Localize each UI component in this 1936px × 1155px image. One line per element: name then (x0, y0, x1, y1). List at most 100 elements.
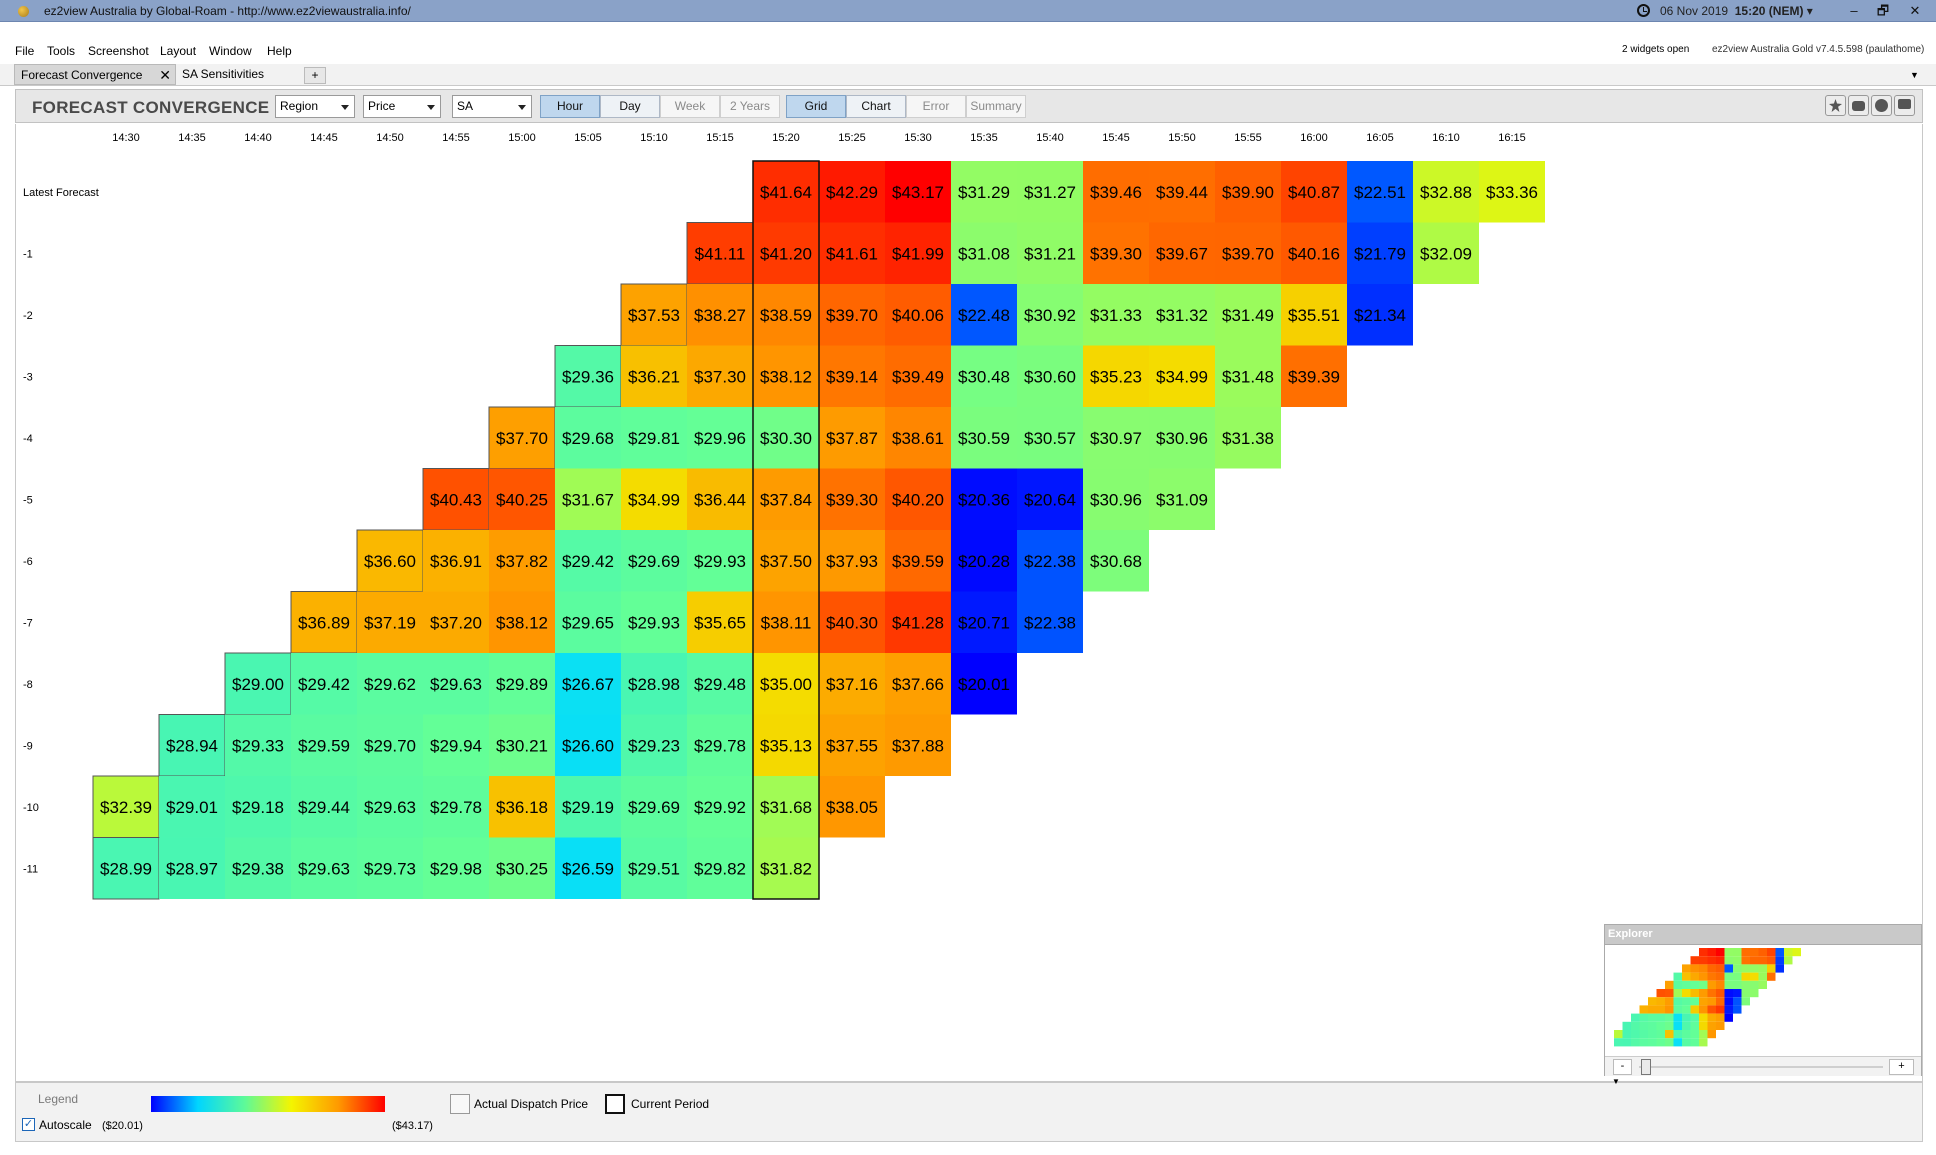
week-button[interactable]: Week (660, 95, 720, 118)
grid-cell[interactable] (489, 714, 555, 777)
grid-cell[interactable] (753, 714, 819, 777)
grid-cell[interactable] (621, 345, 687, 408)
grid-cell[interactable] (885, 591, 951, 654)
grid-button[interactable]: Grid (786, 95, 846, 118)
grid-cell[interactable] (1149, 468, 1215, 531)
grid-cell[interactable] (1083, 222, 1149, 285)
grid-cell[interactable] (951, 161, 1017, 223)
menu-screenshot[interactable]: Screenshot (88, 44, 149, 58)
minimize-button[interactable]: – (1850, 3, 1858, 18)
grid-cell[interactable] (1281, 284, 1347, 346)
grid-cell[interactable] (819, 530, 885, 592)
grid-cell[interactable] (489, 591, 555, 654)
grid-cell[interactable] (951, 222, 1017, 285)
grid-cell[interactable] (687, 776, 753, 838)
grid-cell[interactable] (555, 530, 621, 592)
grid-cell[interactable] (885, 161, 951, 223)
hour-button[interactable]: Hour (540, 95, 600, 118)
grid-cell[interactable] (423, 653, 489, 715)
close-button[interactable]: ✕ (1909, 3, 1921, 18)
grid-cell[interactable] (357, 653, 423, 715)
grid-cell[interactable] (819, 407, 885, 469)
grid-cell[interactable] (92, 837, 160, 900)
grid-cell[interactable] (686, 222, 754, 285)
grid-cell[interactable] (1149, 407, 1215, 469)
grid-cell[interactable] (555, 591, 621, 654)
grid-cell[interactable] (1083, 468, 1149, 531)
grid-cell[interactable] (1083, 345, 1149, 408)
grid-cell[interactable] (423, 530, 489, 592)
grid-cell[interactable] (489, 837, 555, 900)
grid-cell[interactable] (621, 653, 687, 715)
grid-cell[interactable] (621, 530, 687, 592)
grid-cell[interactable] (753, 222, 819, 285)
grid-cell[interactable] (1017, 530, 1083, 592)
grid-cell[interactable] (1479, 161, 1545, 223)
grid-cell[interactable] (159, 776, 225, 838)
grid-cell[interactable] (423, 776, 489, 838)
grid-cell[interactable] (753, 530, 819, 592)
grid-cell[interactable] (1083, 161, 1149, 223)
market-time[interactable]: 06 Nov 2019 15:20 (NEM) ▾ (1660, 4, 1813, 18)
grid-cell[interactable] (555, 468, 621, 531)
grid-cell[interactable] (1215, 161, 1281, 223)
grid-cell[interactable] (753, 653, 819, 715)
grid-cell[interactable] (1215, 407, 1281, 469)
grid-cell[interactable] (1017, 591, 1083, 654)
grid-cell[interactable] (225, 714, 291, 777)
add-tab-button[interactable]: + (304, 67, 326, 84)
grid-cell[interactable] (1149, 161, 1215, 223)
grid-cell[interactable] (621, 776, 687, 838)
grid-cell[interactable] (489, 653, 555, 715)
grid-cell[interactable] (1083, 407, 1149, 469)
grid-cell[interactable] (489, 776, 555, 838)
grid-cell[interactable] (951, 284, 1017, 346)
grid-cell[interactable] (1017, 161, 1083, 223)
grid-cell[interactable] (885, 468, 951, 531)
grid-cell[interactable] (1149, 284, 1215, 346)
grid-cell[interactable] (1281, 161, 1347, 223)
grid-cell[interactable] (687, 530, 753, 592)
zoom-out-button[interactable]: - (1613, 1059, 1632, 1075)
grid-cell[interactable] (1083, 530, 1149, 592)
grid-cell[interactable] (357, 591, 423, 654)
grid-cell[interactable] (1149, 222, 1215, 285)
grid-cell[interactable] (291, 776, 357, 838)
tab-sa-sensitivities[interactable]: SA Sensitivities (176, 64, 304, 85)
grid-cell[interactable] (885, 284, 951, 346)
grid-cell[interactable] (1149, 345, 1215, 408)
grid-cell[interactable] (951, 530, 1017, 592)
explorer-minimap[interactable] (1605, 946, 1921, 1056)
grid-cell[interactable] (357, 837, 423, 900)
grid-cell[interactable] (555, 407, 621, 469)
zoom-in-button[interactable]: + (1889, 1059, 1914, 1075)
grid-cell[interactable] (819, 468, 885, 531)
grid-cell[interactable] (687, 407, 753, 469)
grid-cell[interactable] (951, 468, 1017, 531)
grid-cell[interactable] (356, 529, 424, 592)
grid-cell[interactable] (1017, 345, 1083, 408)
camera-icon[interactable] (1848, 95, 1869, 116)
grid-cell[interactable] (1215, 284, 1281, 346)
grid-cell[interactable] (885, 530, 951, 592)
region-dropdown[interactable]: SA (452, 95, 532, 118)
grid-cell[interactable] (423, 714, 489, 777)
grid-cell[interactable] (687, 653, 753, 715)
grid-cell[interactable] (687, 468, 753, 531)
help-icon[interactable] (1871, 95, 1892, 116)
grid-cell[interactable] (819, 284, 885, 346)
close-tab-icon[interactable]: ✕ (159, 67, 171, 83)
mode-dropdown[interactable]: Region (275, 95, 355, 118)
grid-cell[interactable] (555, 837, 621, 900)
grid-cell[interactable] (1347, 222, 1413, 285)
grid-cell[interactable] (357, 776, 423, 838)
restore-button[interactable]: 🗗 (1876, 3, 1890, 18)
grid-cell[interactable] (489, 468, 555, 531)
measure-dropdown[interactable]: Price (363, 95, 441, 118)
grid-cell[interactable] (1215, 222, 1281, 285)
grid-cell[interactable] (1083, 284, 1149, 346)
grid-cell[interactable] (951, 653, 1017, 715)
grid-cell[interactable] (291, 837, 357, 900)
chart-button[interactable]: Chart (846, 95, 906, 118)
grid-cell[interactable] (620, 283, 688, 346)
